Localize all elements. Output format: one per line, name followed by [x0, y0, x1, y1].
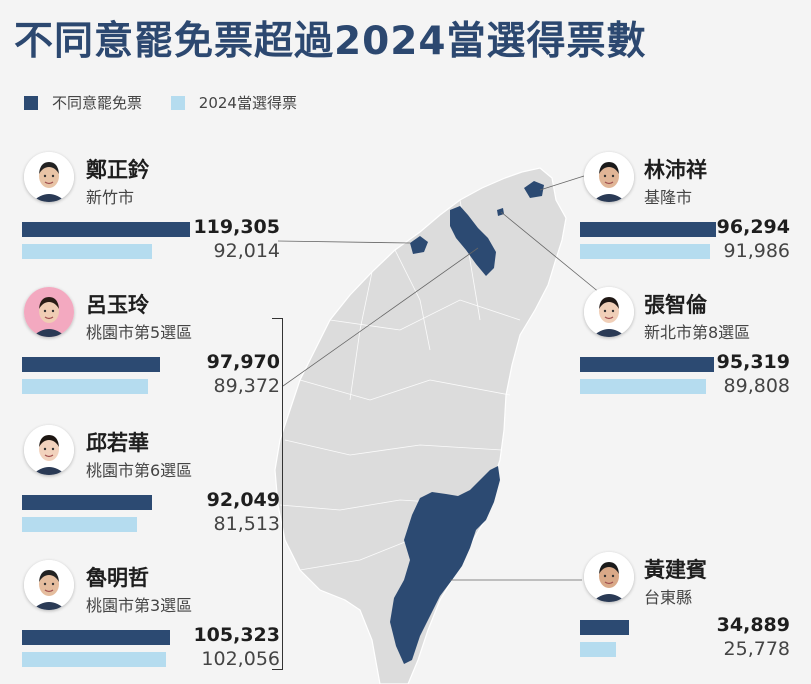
candidate-name: 鄭正鈐	[86, 158, 149, 182]
bar-elected	[22, 517, 137, 532]
candidate-district: 桃園市第5選區	[86, 323, 193, 342]
value-elected: 92,014	[213, 240, 280, 262]
bar-recall	[580, 620, 629, 635]
bar-elected	[22, 379, 148, 394]
taiwan-island	[274, 167, 567, 684]
bar-elected	[580, 244, 710, 259]
bar-recall	[22, 630, 170, 645]
avatar	[584, 152, 634, 202]
district-keelung	[524, 181, 544, 198]
legend: 不同意罷免票 2024當選得票	[24, 92, 321, 114]
value-recall: 97,970	[206, 351, 280, 373]
candidate-name: 魯明哲	[86, 566, 149, 590]
value-recall: 119,305	[193, 216, 280, 238]
avatar	[24, 152, 74, 202]
value-recall: 34,889	[716, 614, 790, 636]
value-recall: 105,323	[193, 624, 280, 646]
value-elected: 89,808	[723, 375, 790, 397]
bar-recall	[22, 495, 152, 510]
portrait-icon	[584, 552, 634, 602]
value-elected: 89,372	[213, 375, 280, 397]
value-elected: 25,778	[723, 638, 790, 660]
district-hsinchu-city	[410, 236, 428, 254]
candidate-district: 基隆市	[644, 188, 693, 207]
chart-title: 不同意罷免票超過2024當選得票數	[14, 19, 647, 64]
avatar	[24, 287, 74, 337]
district-taoyuan	[450, 206, 496, 276]
avatar	[24, 560, 74, 610]
highlighted-districts	[390, 181, 544, 664]
bar-elected	[580, 642, 616, 657]
candidate-name: 邱若華	[86, 431, 149, 455]
candidate-district: 新北市第8選區	[644, 323, 751, 342]
portrait-icon	[24, 287, 74, 337]
candidate-district: 新竹市	[86, 188, 135, 207]
district-taitung	[390, 466, 500, 664]
bar-recall	[580, 222, 716, 237]
taoyuan-bracket	[272, 318, 283, 670]
legend-item-recall: 不同意罷免票	[24, 92, 142, 113]
candidate-district: 桃園市第6選區	[86, 461, 193, 480]
portrait-icon	[24, 425, 74, 475]
value-elected: 102,056	[201, 648, 280, 670]
value-elected: 91,986	[723, 240, 790, 262]
portrait-icon	[24, 560, 74, 610]
candidate-name: 林沛祥	[644, 158, 707, 182]
avatar	[24, 425, 74, 475]
candidate-name: 呂玉玲	[86, 293, 149, 317]
portrait-icon	[584, 152, 634, 202]
portrait-icon	[584, 287, 634, 337]
bar-recall	[22, 222, 190, 237]
value-recall: 95,319	[716, 351, 790, 373]
legend-swatch-recall	[24, 95, 38, 110]
bar-elected	[22, 244, 152, 259]
candidate-district: 桃園市第3選區	[86, 596, 193, 615]
connector-lines	[277, 175, 601, 581]
candidate-name: 黃建賓	[644, 558, 707, 582]
avatar	[584, 552, 634, 602]
portrait-icon	[24, 152, 74, 202]
legend-item-elected: 2024當選得票	[170, 92, 297, 113]
legend-label-elected: 2024當選得票	[198, 94, 297, 112]
district-newtaipei-8	[497, 208, 504, 216]
bar-elected	[22, 652, 166, 667]
value-elected: 81,513	[213, 513, 280, 535]
candidate-name: 張智倫	[644, 293, 707, 317]
legend-swatch-elected	[170, 95, 185, 110]
candidate-district: 台東縣	[644, 588, 693, 607]
bar-elected	[580, 379, 706, 394]
legend-label-recall: 不同意罷免票	[52, 94, 143, 112]
bar-recall	[580, 357, 714, 372]
avatar	[584, 287, 634, 337]
value-recall: 96,294	[716, 216, 790, 238]
value-recall: 92,049	[206, 489, 280, 511]
bar-recall	[22, 357, 160, 372]
